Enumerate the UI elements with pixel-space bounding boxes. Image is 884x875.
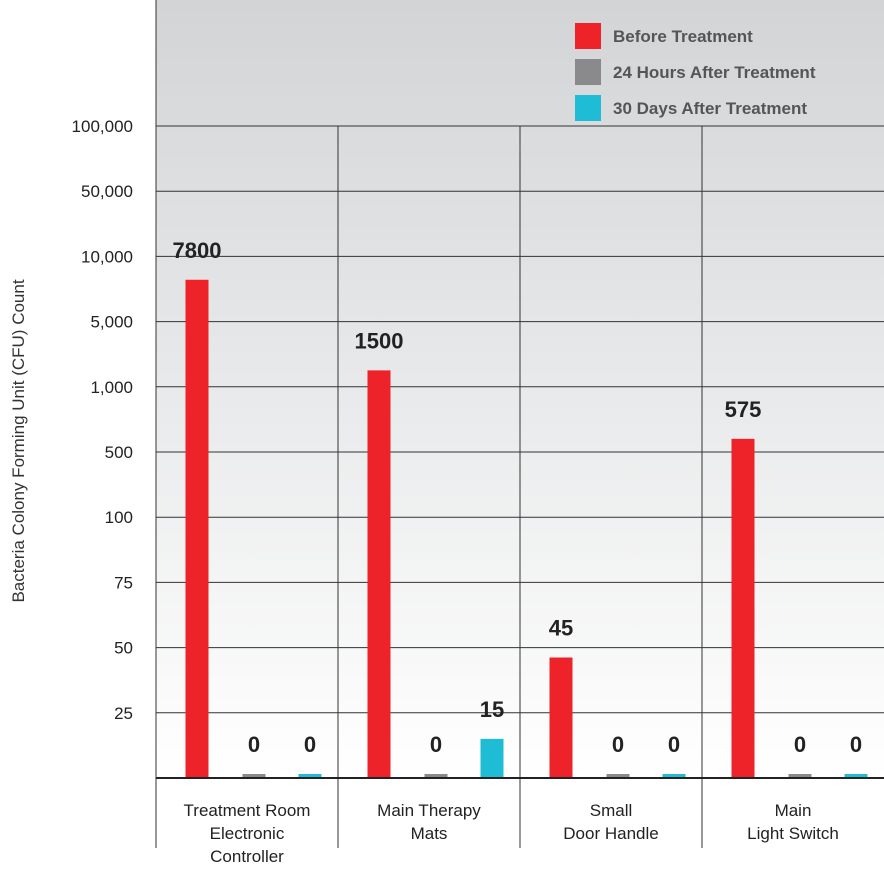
gridlines (155, 0, 884, 848)
bar (549, 657, 573, 778)
y-tick-label: 100,000 (72, 117, 133, 136)
data-label: 0 (850, 732, 862, 757)
x-tick-label: Small Door Handle (563, 801, 658, 843)
x-axis-ticks: Treatment Room Electronic Controller Main T… (184, 801, 839, 866)
y-tick-label: 500 (105, 443, 133, 462)
data-label: 0 (304, 732, 316, 757)
bar (424, 774, 448, 778)
data-label: 0 (430, 732, 442, 757)
legend-swatch (575, 95, 601, 121)
bar (242, 774, 266, 778)
legend: Before Treatment 24 Hours After Treatment… (575, 23, 816, 121)
y-tick-label: 50 (114, 639, 133, 658)
y-tick-label: 1,000 (90, 378, 133, 397)
y-axis-ticks: 25 50 75 100 500 1,000 5,000 10,000 50,000 100,00… (72, 117, 133, 723)
legend-label: 30 Days After Treatment (613, 99, 807, 118)
data-label: 575 (725, 397, 762, 422)
bar (367, 370, 391, 778)
bar (298, 774, 322, 778)
x-tick-label: Treatment Room Electronic Controller (184, 801, 311, 866)
y-tick-label: 10,000 (81, 247, 133, 266)
legend-swatch (575, 59, 601, 85)
bar (185, 279, 209, 778)
legend-label: Before Treatment (613, 27, 753, 46)
data-label: 15 (480, 697, 504, 722)
bar (606, 774, 630, 778)
legend-label: 24 Hours After Treatment (613, 63, 816, 82)
x-tick-label: Main Light Switch (747, 801, 839, 843)
data-label: 45 (549, 616, 573, 641)
data-label: 0 (612, 732, 624, 757)
bar (480, 738, 504, 778)
data-label: 7800 (173, 238, 222, 263)
legend-swatch (575, 23, 601, 49)
y-tick-label: 50,000 (81, 182, 133, 201)
bar (788, 774, 812, 778)
bar (662, 774, 686, 778)
y-axis-label: Bacteria Colony Forming Unit (CFU) Count (9, 279, 28, 602)
x-tick-label: Main Therapy Mats (377, 801, 481, 843)
bar (844, 774, 868, 778)
y-tick-label: 75 (114, 573, 133, 592)
bar (731, 438, 755, 778)
y-tick-label: 5,000 (90, 313, 133, 332)
data-label: 0 (794, 732, 806, 757)
data-label: 0 (248, 732, 260, 757)
y-tick-label: 100 (105, 508, 133, 527)
data-label: 1500 (355, 328, 404, 353)
y-tick-label: 25 (114, 704, 133, 723)
data-label: 0 (668, 732, 680, 757)
